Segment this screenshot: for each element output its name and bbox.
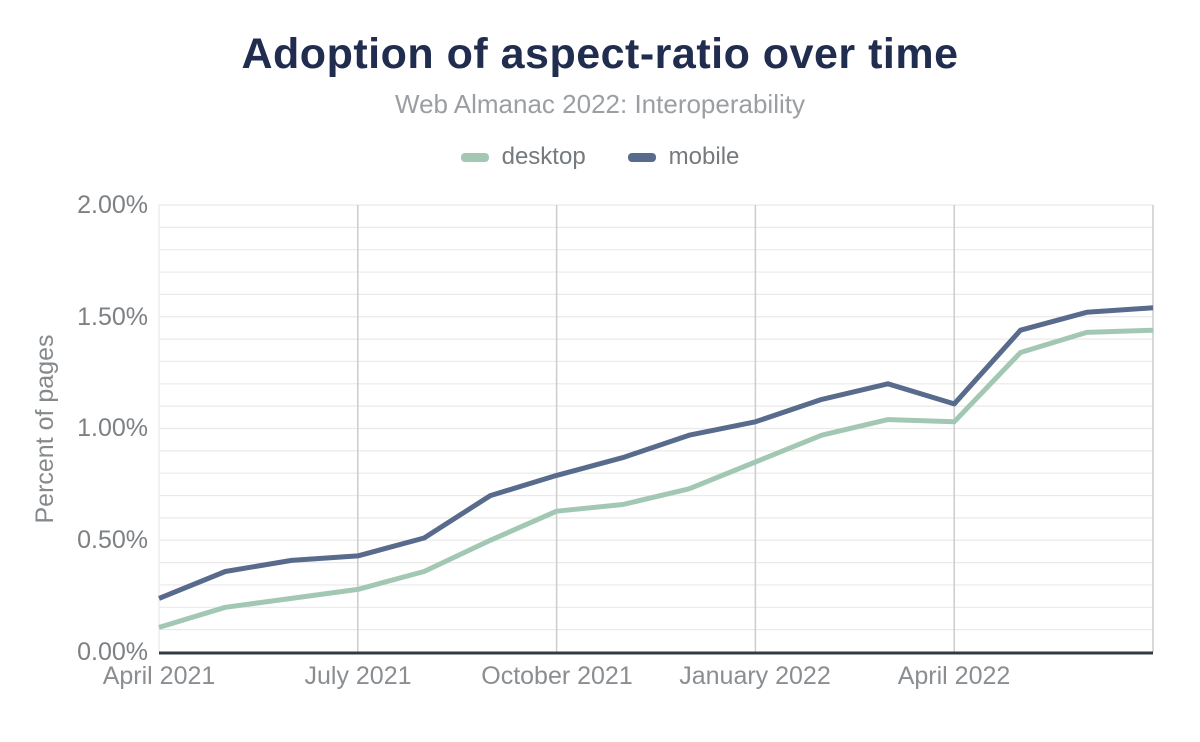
x-tick-july-2021: July 2021 [304,662,412,690]
legend-label-desktop: desktop [501,143,586,170]
chart-subtitle: Web Almanac 2022: Interoperability [395,89,805,119]
chart-title: Adoption of aspect-ratio over time [241,30,959,78]
y-tick-1.50: 1.50% [77,303,148,331]
legend: desktop mobile [0,143,1200,171]
legend-item-desktop: desktop [460,143,586,171]
desktop-series-swatch-icon [460,152,489,162]
vertical-gridlines [158,205,1154,652]
legend-label-mobile: mobile [668,143,740,170]
y-tick-2.00: 2.00% [77,191,148,219]
mobile-series-swatch-icon [627,152,656,162]
y-tick-1.00: 1.00% [77,414,148,442]
x-tick-april-2022: April 2022 [897,662,1011,690]
mobile-line [158,305,1154,601]
horizontal-gridlines [159,204,1153,631]
y-tick-0.50: 0.50% [77,526,148,554]
x-tick-october-2021: October 2021 [481,662,633,690]
desktop-line [158,327,1154,630]
x-tick-april-2021: April 2021 [102,662,216,690]
legend-item-mobile: mobile [627,143,740,171]
x-tick-january-2022: January 2022 [679,662,831,690]
y-tick-0.00: 0.00% [77,638,148,666]
series-lines [158,305,1154,630]
